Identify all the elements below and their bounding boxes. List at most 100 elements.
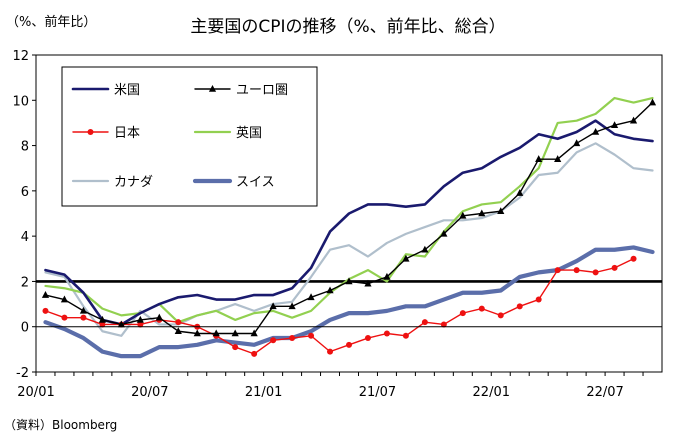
series-ユーロ圏 bbox=[41, 98, 657, 337]
data-point bbox=[611, 264, 618, 271]
data-point bbox=[327, 348, 334, 355]
data-point bbox=[402, 254, 410, 262]
data-point bbox=[60, 295, 69, 303]
series-スイス bbox=[43, 245, 655, 359]
legend-entry-英国: 英国 bbox=[193, 126, 262, 141]
y-tick-label: 12 bbox=[12, 49, 29, 64]
data-point bbox=[193, 329, 201, 337]
data-point bbox=[610, 121, 619, 128]
data-point bbox=[136, 315, 144, 323]
legend-entry-スイス: スイス bbox=[192, 175, 275, 190]
data-point bbox=[648, 98, 657, 106]
legend-label: カナダ bbox=[114, 175, 153, 190]
legend-label: 米国 bbox=[114, 83, 140, 98]
data-point bbox=[478, 209, 486, 217]
series-カナダ bbox=[44, 142, 654, 337]
legend-label: 日本 bbox=[114, 126, 140, 141]
data-point bbox=[137, 321, 144, 328]
data-point bbox=[592, 269, 599, 276]
data-point bbox=[440, 229, 448, 237]
data-point bbox=[402, 332, 409, 339]
data-point bbox=[516, 189, 524, 196]
legend-marker bbox=[208, 85, 217, 92]
legend-marker bbox=[87, 129, 94, 135]
y-tick-label: 8 bbox=[21, 140, 29, 155]
data-point bbox=[270, 337, 277, 344]
data-point bbox=[421, 245, 429, 253]
legend-label: ユーロ圏 bbox=[236, 83, 288, 98]
data-point bbox=[478, 305, 485, 312]
x-tick-label: 21/01 bbox=[245, 385, 282, 400]
data-point bbox=[554, 155, 562, 162]
x-tick-label: 22/01 bbox=[473, 385, 510, 400]
plot-area-frame bbox=[35, 54, 663, 373]
data-point bbox=[42, 307, 49, 314]
x-tick-label: 21/07 bbox=[359, 385, 396, 400]
data-point bbox=[383, 272, 391, 280]
legend-label: 英国 bbox=[236, 126, 262, 141]
data-point bbox=[326, 286, 334, 294]
data-point bbox=[174, 327, 182, 335]
data-point bbox=[364, 335, 371, 342]
chart-title: 主要国のCPIの推移（%、前年比、総合） bbox=[190, 17, 505, 37]
data-point bbox=[497, 207, 505, 215]
data-point bbox=[289, 335, 296, 342]
data-point bbox=[250, 329, 258, 337]
series-米国 bbox=[44, 119, 654, 326]
data-point bbox=[573, 139, 581, 147]
data-point bbox=[592, 127, 600, 135]
data-point bbox=[80, 314, 87, 321]
series-line bbox=[43, 245, 655, 359]
data-point bbox=[440, 321, 447, 328]
data-point bbox=[61, 314, 68, 321]
data-point bbox=[79, 306, 88, 314]
y-tick-label: 4 bbox=[21, 230, 29, 245]
x-tick-label: 20/07 bbox=[131, 385, 168, 400]
data-point bbox=[364, 279, 372, 287]
y-tick-label: 2 bbox=[21, 275, 29, 290]
data-point bbox=[535, 155, 543, 162]
data-point bbox=[99, 321, 106, 328]
series-line bbox=[44, 142, 654, 337]
data-point bbox=[554, 267, 561, 274]
data-point bbox=[41, 291, 50, 298]
data-point bbox=[269, 302, 277, 310]
y-tick-label: -2 bbox=[16, 366, 29, 381]
data-point bbox=[175, 319, 182, 326]
data-point bbox=[516, 303, 523, 310]
data-point bbox=[573, 267, 580, 274]
series-line bbox=[44, 258, 635, 355]
legend-entry-米国: 米国 bbox=[71, 83, 140, 98]
data-point bbox=[98, 315, 106, 323]
data-point bbox=[383, 330, 390, 337]
data-point bbox=[346, 341, 352, 348]
data-point bbox=[497, 312, 504, 319]
y-tick-label: 6 bbox=[21, 185, 29, 200]
data-point bbox=[629, 116, 638, 124]
x-tick-label: 22/07 bbox=[586, 385, 623, 400]
legend-label: スイス bbox=[236, 175, 275, 190]
x-tick-label: 20/01 bbox=[17, 385, 54, 400]
data-point bbox=[117, 320, 125, 328]
legend-entry-日本: 日本 bbox=[72, 126, 140, 141]
data-point bbox=[345, 277, 353, 285]
data-point bbox=[232, 344, 239, 351]
y-tick-label: 10 bbox=[12, 94, 29, 109]
data-point bbox=[308, 332, 315, 339]
data-point bbox=[630, 255, 637, 262]
data-point bbox=[535, 296, 542, 303]
data-point bbox=[459, 310, 466, 317]
data-point bbox=[307, 293, 315, 301]
y-tick-label: 0 bbox=[21, 321, 29, 336]
series-日本 bbox=[42, 255, 637, 357]
y-axis-unit-label: （%、前年比） bbox=[6, 14, 96, 30]
data-point bbox=[251, 350, 258, 357]
data-point bbox=[459, 211, 467, 219]
data-point bbox=[421, 319, 428, 326]
data-point bbox=[155, 313, 163, 321]
legend-entry-カナダ: カナダ bbox=[71, 175, 153, 190]
source-note: （資料）Bloomberg bbox=[4, 418, 117, 432]
data-point bbox=[231, 329, 239, 337]
